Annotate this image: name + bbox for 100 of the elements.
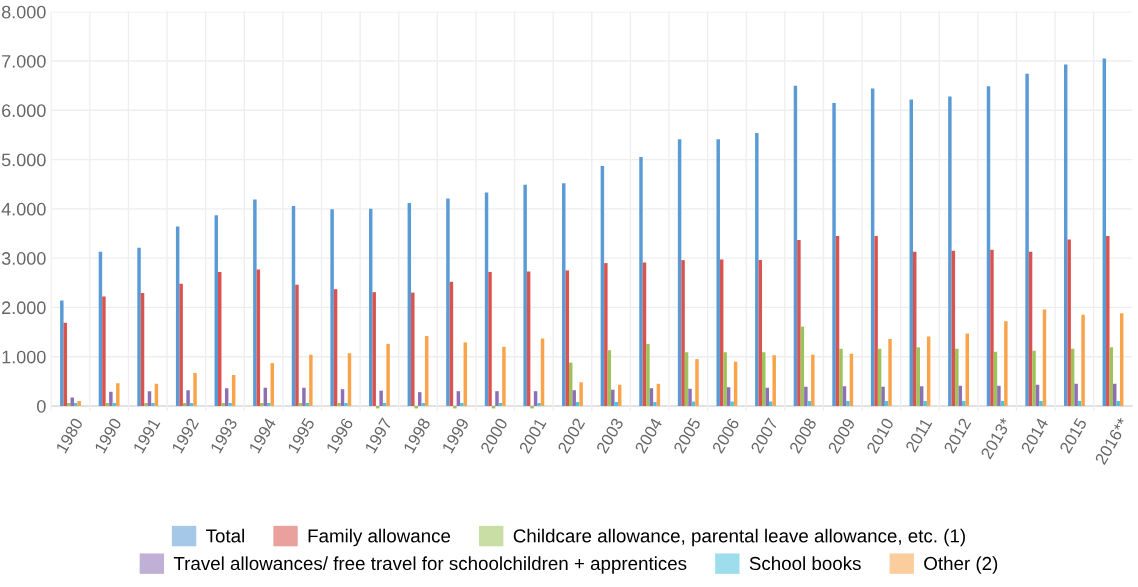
bar xyxy=(762,352,766,406)
bar xyxy=(112,403,117,406)
bar xyxy=(523,184,527,406)
bar xyxy=(1032,350,1036,406)
bar xyxy=(916,347,920,406)
bar xyxy=(295,284,299,406)
bar xyxy=(298,403,303,406)
bar xyxy=(723,352,727,406)
bar xyxy=(997,385,1001,406)
bar xyxy=(1074,383,1078,406)
bar xyxy=(646,343,650,406)
bar xyxy=(305,403,310,406)
bar xyxy=(804,386,808,406)
bar xyxy=(846,401,850,406)
bar xyxy=(498,403,503,406)
bar xyxy=(151,403,155,406)
y-tick-label: 0 xyxy=(37,399,46,413)
y-tick-label: 6.000 xyxy=(2,104,46,118)
bar xyxy=(337,403,341,406)
legend-label: Other (2) xyxy=(924,556,998,574)
bar xyxy=(1004,321,1008,406)
bar xyxy=(105,403,110,406)
bar xyxy=(730,401,734,406)
bar xyxy=(411,292,415,406)
bar xyxy=(267,403,271,406)
bar xyxy=(881,386,885,406)
legend-label: Total xyxy=(206,528,244,543)
bar xyxy=(372,292,376,406)
bar xyxy=(109,391,113,406)
bar xyxy=(874,235,878,406)
bar xyxy=(716,139,720,406)
bar xyxy=(379,390,383,406)
legend-label: Travel allowances/ free travel for schoolchildren + apprentices xyxy=(173,556,687,574)
legend-label: School books xyxy=(749,556,861,571)
bar xyxy=(137,247,141,406)
bar xyxy=(189,403,194,406)
bar xyxy=(186,390,190,406)
bar xyxy=(1039,401,1043,406)
bar xyxy=(1106,235,1110,406)
bar xyxy=(182,403,187,406)
bar xyxy=(488,271,492,406)
bar xyxy=(502,346,506,406)
bar xyxy=(260,403,264,406)
bar xyxy=(639,157,643,406)
bar xyxy=(67,403,71,406)
bar xyxy=(604,263,608,406)
bar xyxy=(179,283,183,406)
y-tick-label: 4.000 xyxy=(1,202,46,216)
y-tick-label: 7.000 xyxy=(2,54,46,68)
bar xyxy=(755,132,759,406)
bar xyxy=(695,359,699,406)
bar xyxy=(1067,239,1071,406)
bar xyxy=(221,403,225,406)
bar xyxy=(302,387,306,406)
bar xyxy=(60,300,64,406)
bar xyxy=(562,183,566,406)
bar xyxy=(811,354,815,406)
bar xyxy=(193,372,197,406)
bar xyxy=(832,102,836,406)
bar xyxy=(572,390,576,406)
bar xyxy=(228,403,232,406)
bar xyxy=(962,401,966,406)
bar xyxy=(460,403,464,406)
bar xyxy=(681,260,685,406)
bar xyxy=(923,401,927,406)
bar xyxy=(386,343,390,406)
bar xyxy=(839,348,843,406)
y-tick-label: 8.000 xyxy=(1,5,46,19)
y-tick-label: 1.000 xyxy=(2,350,46,364)
bar xyxy=(102,296,106,406)
bar xyxy=(688,388,692,406)
y-tick-label: 2.000 xyxy=(2,301,46,315)
bar xyxy=(537,403,541,406)
bar xyxy=(253,199,257,406)
bar xyxy=(421,403,425,406)
bar xyxy=(1025,73,1029,406)
bar xyxy=(382,403,387,406)
legend-label: Childcare allowance, parental leave allowance, etc. (1) xyxy=(513,528,965,547)
bar xyxy=(990,249,994,406)
bar xyxy=(446,198,450,406)
bar xyxy=(1081,314,1085,406)
bar xyxy=(73,403,78,406)
bar xyxy=(797,239,801,406)
bar xyxy=(116,383,120,406)
bar xyxy=(611,389,615,406)
bar xyxy=(653,402,657,406)
bar xyxy=(579,382,583,406)
bar xyxy=(309,354,313,406)
bar xyxy=(948,96,952,406)
bar xyxy=(772,355,776,406)
bar xyxy=(1116,401,1120,406)
y-tick-label: 5.000 xyxy=(1,153,46,167)
y-tick-label: 3.000 xyxy=(1,252,46,265)
legend-label: Family allowance xyxy=(308,528,451,547)
bar xyxy=(144,403,148,406)
bar xyxy=(344,403,348,406)
bar xyxy=(955,348,959,406)
bar xyxy=(330,209,334,406)
bar xyxy=(495,391,499,406)
bar xyxy=(888,338,892,406)
